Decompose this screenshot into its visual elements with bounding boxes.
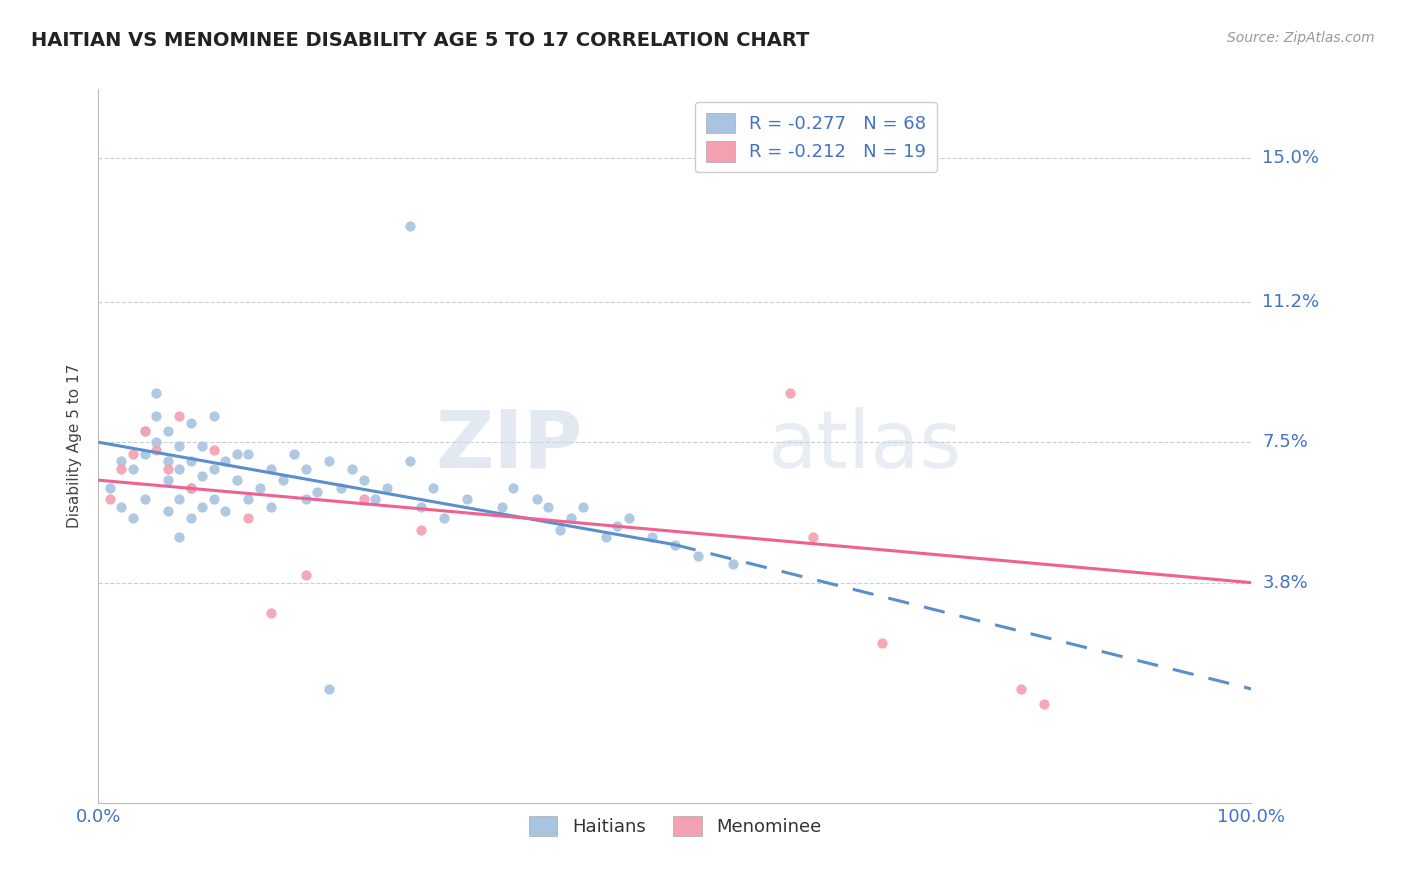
Point xyxy=(156,503,179,517)
Point xyxy=(180,511,202,525)
Point xyxy=(145,385,167,400)
Point xyxy=(122,511,145,525)
Point xyxy=(191,469,214,483)
Point xyxy=(606,518,628,533)
Y-axis label: Disability Age 5 to 17: Disability Age 5 to 17 xyxy=(67,364,83,528)
Point xyxy=(318,454,340,468)
Point xyxy=(353,492,375,507)
Point xyxy=(271,473,294,487)
Point xyxy=(664,538,686,552)
Point xyxy=(1010,681,1032,696)
Text: 7.5%: 7.5% xyxy=(1263,434,1309,451)
Point xyxy=(491,500,513,514)
Point xyxy=(145,442,167,457)
Point xyxy=(641,530,664,544)
Point xyxy=(502,481,524,495)
Text: 11.2%: 11.2% xyxy=(1263,293,1320,310)
Point xyxy=(134,424,156,438)
Point xyxy=(353,473,375,487)
Point xyxy=(260,462,283,476)
Point xyxy=(110,500,132,514)
Point xyxy=(249,481,271,495)
Point xyxy=(202,442,225,457)
Point xyxy=(375,481,398,495)
Point xyxy=(318,681,340,696)
Point xyxy=(779,385,801,400)
Point xyxy=(110,462,132,476)
Point xyxy=(167,492,190,507)
Point xyxy=(560,511,582,525)
Point xyxy=(617,511,640,525)
Legend: Haitians, Menominee: Haitians, Menominee xyxy=(517,805,832,847)
Point xyxy=(238,511,260,525)
Point xyxy=(398,219,420,233)
Point xyxy=(411,500,433,514)
Point xyxy=(225,473,247,487)
Point xyxy=(156,462,179,476)
Point xyxy=(167,462,190,476)
Point xyxy=(180,454,202,468)
Point xyxy=(295,462,318,476)
Point xyxy=(526,492,548,507)
Point xyxy=(283,447,305,461)
Point xyxy=(134,492,156,507)
Point xyxy=(422,481,444,495)
Point xyxy=(202,409,225,423)
Point xyxy=(214,503,236,517)
Point xyxy=(225,447,247,461)
Point xyxy=(110,454,132,468)
Point xyxy=(167,409,190,423)
Point xyxy=(202,462,225,476)
Point xyxy=(295,568,318,582)
Point xyxy=(167,530,190,544)
Point xyxy=(1032,697,1054,711)
Point xyxy=(398,454,420,468)
Point xyxy=(202,492,225,507)
Point xyxy=(537,500,560,514)
Point xyxy=(98,492,121,507)
Point xyxy=(801,530,824,544)
Point xyxy=(134,447,156,461)
Point xyxy=(180,481,202,495)
Point xyxy=(145,435,167,450)
Point xyxy=(98,481,121,495)
Point xyxy=(595,530,617,544)
Text: HAITIAN VS MENOMINEE DISABILITY AGE 5 TO 17 CORRELATION CHART: HAITIAN VS MENOMINEE DISABILITY AGE 5 TO… xyxy=(31,31,810,50)
Point xyxy=(180,416,202,430)
Point xyxy=(134,424,156,438)
Point xyxy=(295,492,318,507)
Point xyxy=(872,636,894,650)
Point xyxy=(456,492,478,507)
Point xyxy=(191,500,214,514)
Point xyxy=(122,447,145,461)
Point xyxy=(191,439,214,453)
Point xyxy=(156,473,179,487)
Point xyxy=(686,549,709,563)
Text: Source: ZipAtlas.com: Source: ZipAtlas.com xyxy=(1227,31,1375,45)
Point xyxy=(156,454,179,468)
Point xyxy=(433,511,456,525)
Point xyxy=(122,462,145,476)
Point xyxy=(721,557,744,571)
Point xyxy=(364,492,387,507)
Point xyxy=(214,454,236,468)
Text: 3.8%: 3.8% xyxy=(1263,574,1308,591)
Point xyxy=(307,484,329,499)
Point xyxy=(167,439,190,453)
Point xyxy=(180,481,202,495)
Point xyxy=(571,500,593,514)
Point xyxy=(329,481,352,495)
Point xyxy=(340,462,363,476)
Point xyxy=(260,500,283,514)
Point xyxy=(548,523,571,537)
Point xyxy=(238,492,260,507)
Point xyxy=(411,523,433,537)
Text: ZIP: ZIP xyxy=(436,407,582,485)
Point xyxy=(156,424,179,438)
Text: atlas: atlas xyxy=(768,407,962,485)
Text: 15.0%: 15.0% xyxy=(1263,149,1319,167)
Point xyxy=(238,447,260,461)
Point xyxy=(260,606,283,620)
Point xyxy=(145,409,167,423)
